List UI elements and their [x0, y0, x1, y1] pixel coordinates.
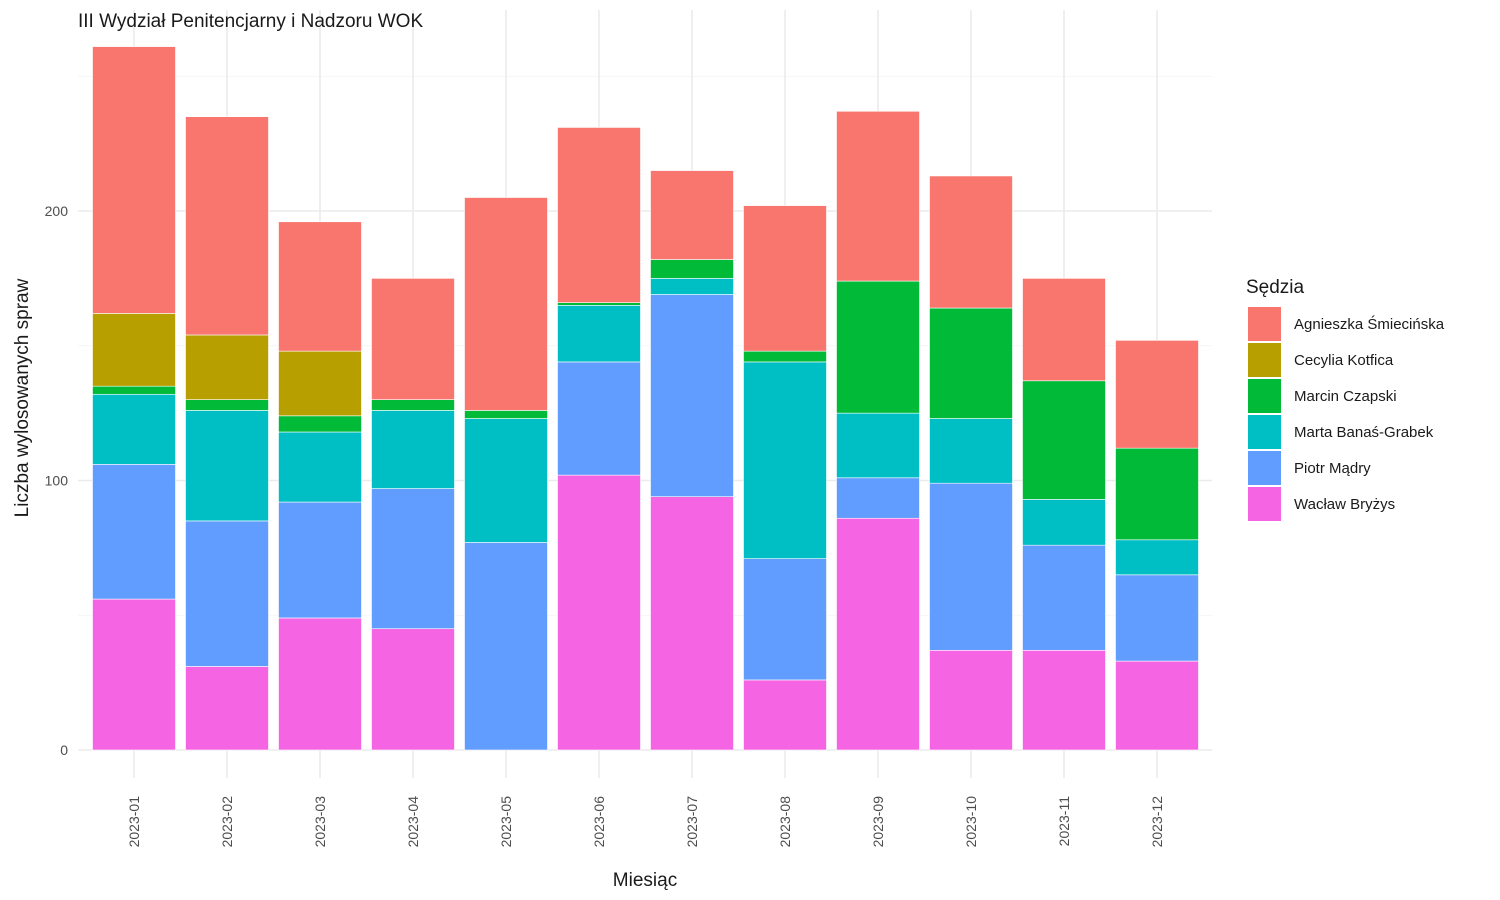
legend-key — [1248, 415, 1281, 449]
bar-segment — [743, 558, 827, 681]
x-tick-label: 2023-04 — [405, 796, 421, 848]
bars — [92, 46, 1199, 751]
bar-segment — [836, 412, 920, 479]
x-tick-label: 2023-07 — [684, 796, 700, 848]
legend-label: Piotr Mądry — [1294, 460, 1371, 477]
bar-segment — [650, 278, 734, 295]
bar-segment — [464, 197, 548, 411]
bar-segment — [650, 294, 734, 497]
bar-segment — [743, 679, 827, 751]
bar-segment — [278, 431, 362, 503]
bar-segment — [371, 278, 455, 400]
bar-segment — [92, 393, 176, 465]
y-tick-label: 100 — [45, 473, 69, 489]
bar-segment — [278, 501, 362, 619]
bar-segment — [1022, 544, 1106, 651]
bar-segment — [929, 175, 1013, 309]
legend-title: Sędzia — [1246, 277, 1305, 298]
bar-segment — [1022, 380, 1106, 500]
bar-segment — [1115, 447, 1199, 541]
x-tick-label: 2023-12 — [1149, 796, 1165, 848]
bar-segment — [557, 474, 641, 751]
legend-key — [1248, 451, 1281, 485]
bar-segment — [929, 649, 1013, 751]
bar-segment — [743, 361, 827, 559]
legend-key — [1248, 307, 1281, 341]
bar-segment — [371, 488, 455, 630]
bar-segment — [185, 399, 269, 411]
legend-label: Marcin Czapski — [1294, 388, 1397, 405]
x-axis-ticks: 2023-01 2023-02 2023-03 2023-04 2023-05 2023-… — [126, 796, 1165, 848]
bar-segment — [1022, 649, 1106, 751]
bar-segment — [464, 542, 548, 751]
bar-segment — [836, 517, 920, 751]
bar-segment — [650, 170, 734, 260]
bar-segment — [557, 305, 641, 363]
legend-label: Agnieszka Śmiecińska — [1294, 315, 1445, 333]
x-axis-title: Miesiąc — [613, 870, 677, 891]
bar-segment — [743, 350, 827, 363]
bar-segment — [836, 110, 920, 282]
x-tick-label: 2023-06 — [591, 796, 607, 848]
bar-segment — [371, 628, 455, 751]
bar-segment — [185, 116, 269, 336]
legend-key — [1248, 343, 1281, 377]
bar-segment — [743, 205, 827, 352]
chart-title: III Wydział Penitencjarny i Nadzoru WOK — [78, 11, 423, 32]
legend-key — [1248, 379, 1281, 413]
bar-segment — [92, 385, 176, 395]
x-tick-label: 2023-08 — [777, 796, 793, 848]
x-tick-label: 2023-10 — [963, 796, 979, 848]
bar-segment — [650, 496, 734, 751]
bar-segment — [464, 418, 548, 543]
bar-segment — [557, 361, 641, 476]
bar-segment — [278, 617, 362, 751]
legend-label: Wacław Bryżys — [1294, 496, 1395, 513]
bar-segment — [929, 418, 1013, 484]
bar-segment — [92, 46, 176, 314]
bar-segment — [464, 410, 548, 419]
bar-segment — [92, 313, 176, 387]
bar-segment — [92, 598, 176, 751]
bar-segment — [278, 415, 362, 433]
bar-segment — [1115, 574, 1199, 662]
bar-segment — [185, 666, 269, 751]
bar-segment — [278, 350, 362, 417]
bar-segment — [650, 259, 734, 279]
x-tick-label: 2023-01 — [126, 796, 142, 848]
bar-segment — [929, 482, 1013, 651]
bar-segment — [1115, 340, 1199, 449]
legend-key — [1248, 487, 1281, 521]
bar-segment — [371, 410, 455, 489]
bar-segment — [185, 410, 269, 522]
bar-segment — [1022, 499, 1106, 546]
bar-segment — [1115, 660, 1199, 751]
bar-segment — [836, 280, 920, 414]
bar-segment — [185, 334, 269, 400]
y-axis-title: Liczba wylosowanych spraw — [12, 278, 33, 517]
x-tick-label: 2023-11 — [1056, 796, 1072, 847]
bar-segment — [1115, 539, 1199, 576]
bar-segment — [92, 464, 176, 600]
legend-label: Marta Banaś-Grabek — [1294, 424, 1434, 441]
bar-segment — [836, 477, 920, 519]
y-tick-label: 0 — [60, 742, 68, 758]
bar-segment — [557, 127, 641, 303]
bar-segment — [1022, 278, 1106, 382]
bar-segment — [185, 520, 269, 667]
bar-segment — [929, 307, 1013, 419]
legend: Sędzia Agnieszka Śmiecińska Cecylia Kotfi… — [1246, 277, 1445, 521]
bar-segment — [371, 399, 455, 411]
y-axis-ticks: 0 100 200 — [45, 203, 69, 758]
x-tick-label: 2023-05 — [498, 796, 514, 848]
x-tick-label: 2023-09 — [870, 796, 886, 848]
y-tick-label: 200 — [45, 203, 69, 219]
x-tick-label: 2023-02 — [219, 796, 235, 848]
bar-segment — [557, 302, 641, 306]
bar-segment — [278, 221, 362, 352]
x-tick-label: 2023-03 — [312, 796, 328, 848]
legend-label: Cecylia Kotfica — [1294, 352, 1394, 369]
